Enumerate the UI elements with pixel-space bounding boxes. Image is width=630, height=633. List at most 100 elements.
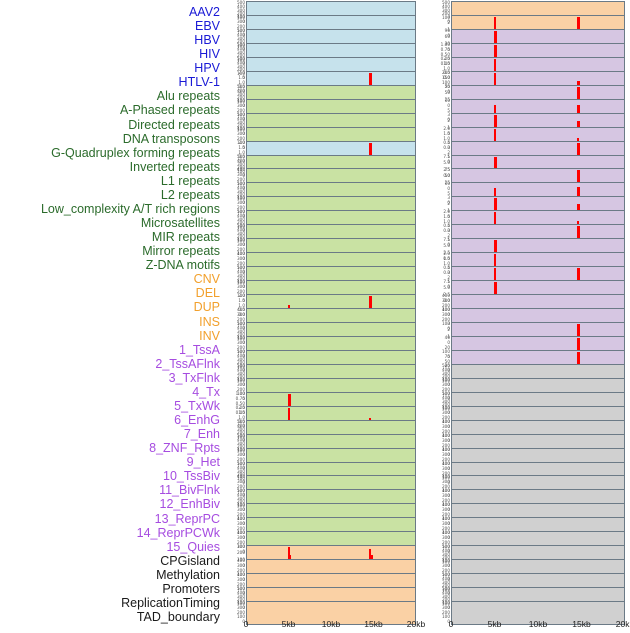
y-tick-label: 100 bbox=[237, 503, 245, 509]
y-tick-label: 0 bbox=[242, 46, 245, 53]
y-tick-label: 50 bbox=[444, 84, 450, 90]
y-tick-label: 300 bbox=[237, 161, 245, 167]
y-tick-label: 1 bbox=[447, 279, 450, 285]
y-tick-label: 1.00 bbox=[235, 390, 245, 397]
y-tick-label: 100 bbox=[442, 406, 450, 412]
data-spike bbox=[577, 268, 580, 288]
y-tick-label: 400 bbox=[237, 87, 245, 93]
y-tick-label: 400 bbox=[237, 3, 245, 9]
y-tick-label: 0 bbox=[242, 534, 245, 541]
track-inv-left-yaxis: 500 400 300 200 100 0 bbox=[226, 321, 246, 346]
y-tick-label: 2.0 bbox=[443, 125, 450, 132]
y-tick-label: 500 bbox=[442, 390, 450, 397]
track-dna-transposons-left-yaxis: 400 300 200 100 0 bbox=[226, 126, 246, 151]
y-tick-label: 300 bbox=[442, 437, 450, 443]
y-tick-label: 0 bbox=[242, 116, 245, 123]
y-tick-label: 100 bbox=[442, 488, 450, 494]
y-tick-label: 200 bbox=[237, 220, 245, 226]
y-tick-label: 100 bbox=[237, 391, 245, 397]
track-tad-boundary-right-panel[interactable] bbox=[451, 601, 625, 625]
y-tick-label: 0.75 bbox=[440, 46, 450, 52]
y-tick-label: 300 bbox=[442, 409, 450, 415]
track-11-bivflnk-right-yaxis: 400 300 200 100 0 bbox=[431, 474, 451, 499]
y-tick-label: 300 bbox=[442, 534, 450, 540]
y-tick-label: 0 bbox=[242, 199, 245, 206]
y-tick-label: 100 bbox=[237, 209, 245, 215]
row-label-a-phased-repeats: A-Phased repeats bbox=[119, 103, 220, 118]
y-tick-label: 100 bbox=[237, 378, 245, 384]
data-spike bbox=[288, 408, 290, 428]
y-tick-label: 300 bbox=[237, 63, 245, 69]
x-tick-label: 20kb bbox=[406, 619, 426, 629]
y-tick-label: 500 bbox=[237, 153, 245, 160]
data-spike bbox=[494, 212, 496, 232]
y-tick-label: 0 bbox=[242, 32, 245, 39]
y-tick-label: 0.5 bbox=[238, 154, 245, 160]
y-tick-label: 0 bbox=[447, 46, 450, 53]
data-spike bbox=[577, 338, 580, 358]
y-tick-label: 0 bbox=[447, 18, 450, 25]
y-tick-label: 2.0 bbox=[443, 250, 450, 257]
y-tick-label: 200 bbox=[237, 499, 245, 505]
y-tick-label: 2.0 bbox=[238, 139, 245, 146]
y-tick-label: 400 bbox=[442, 394, 450, 400]
y-tick-label: 1.00 bbox=[440, 41, 450, 48]
y-tick-label: 2.5 bbox=[443, 291, 450, 297]
row-label-dup: DUP bbox=[193, 300, 220, 315]
y-tick-label: 0 bbox=[242, 381, 245, 388]
y-tick-label: 500 bbox=[237, 55, 245, 62]
y-tick-label: 300 bbox=[442, 478, 450, 484]
row-label-12-enhbiv: 12_EnhBiv bbox=[159, 497, 220, 512]
y-tick-label: 300 bbox=[237, 468, 245, 474]
row-label-5-txwk: 5_TxWk bbox=[174, 398, 220, 413]
track-l2-repeats-left-yaxis: 500 400 300 200 100 0 bbox=[226, 181, 246, 206]
y-tick-label: 200 bbox=[442, 374, 450, 380]
y-tick-label: 300 bbox=[237, 426, 245, 432]
y-tick-label: 200 bbox=[237, 288, 245, 294]
y-tick-label: 20 bbox=[444, 344, 450, 350]
y-tick-label: 0 bbox=[447, 353, 450, 360]
row-label-tad-boundary: TAD_boundary bbox=[136, 610, 220, 624]
track-microsatellites-right-yaxis: 2.0 1.5 1.0 0.5 0.0 bbox=[431, 209, 451, 234]
data-spike bbox=[494, 17, 496, 37]
y-tick-label: 200 bbox=[237, 316, 245, 322]
track-ebv-left-yaxis: 400 300 200 100 0 bbox=[226, 14, 246, 39]
y-tick-label: 300 bbox=[442, 465, 450, 471]
y-tick-label: 300 bbox=[237, 188, 245, 194]
row-label-dna-transposons: DNA transposons bbox=[122, 131, 220, 146]
data-spike bbox=[577, 226, 580, 246]
y-tick-label: 500 bbox=[237, 418, 245, 425]
y-tick-label: 0 bbox=[447, 381, 450, 388]
y-tick-label: 0 bbox=[447, 409, 450, 416]
y-tick-label: 5 bbox=[447, 107, 450, 113]
track-ins-left-yaxis: 400 300 200 100 0 bbox=[226, 307, 246, 332]
y-tick-label: 400 bbox=[237, 166, 245, 173]
row-label-ebv: EBV bbox=[194, 19, 220, 34]
y-tick-label: 100 bbox=[237, 196, 245, 202]
row-label-hiv: HIV bbox=[199, 47, 220, 62]
y-tick-label: 100 bbox=[442, 307, 450, 313]
y-tick-label: 200 bbox=[237, 176, 245, 182]
y-tick-label: 0 bbox=[242, 353, 245, 360]
track-aav2-right-yaxis: 500 400 300 200 100 0 bbox=[431, 0, 451, 25]
y-tick-label: 0 bbox=[242, 144, 245, 151]
track-htlv-1-right-yaxis: 200 150 100 50 0 bbox=[431, 70, 451, 95]
data-spike bbox=[577, 170, 580, 190]
y-tick-label: 2 bbox=[447, 149, 450, 155]
data-spike bbox=[494, 240, 497, 260]
y-tick-label: 300 bbox=[237, 255, 245, 261]
track-14-reprpcwk-right-yaxis: 400 300 200 100 0 bbox=[431, 516, 451, 541]
y-tick-label: 0 bbox=[447, 548, 450, 555]
y-tick-label: 300 bbox=[442, 398, 450, 404]
track-tad-boundary-left-panel[interactable] bbox=[246, 601, 416, 625]
data-spike bbox=[577, 17, 580, 37]
y-tick-label: 0.00 bbox=[235, 409, 245, 416]
y-tick-label: 500 bbox=[237, 460, 245, 467]
y-tick-label: 0 bbox=[447, 437, 450, 444]
y-tick-label: 1.0 bbox=[443, 65, 450, 71]
y-tick-label: 0 bbox=[447, 325, 450, 332]
track-6-enhg-right-yaxis: 400 300 200 100 0 bbox=[431, 405, 451, 430]
y-tick-label: 200 bbox=[237, 95, 245, 101]
y-tick-label: 100 bbox=[237, 15, 245, 21]
